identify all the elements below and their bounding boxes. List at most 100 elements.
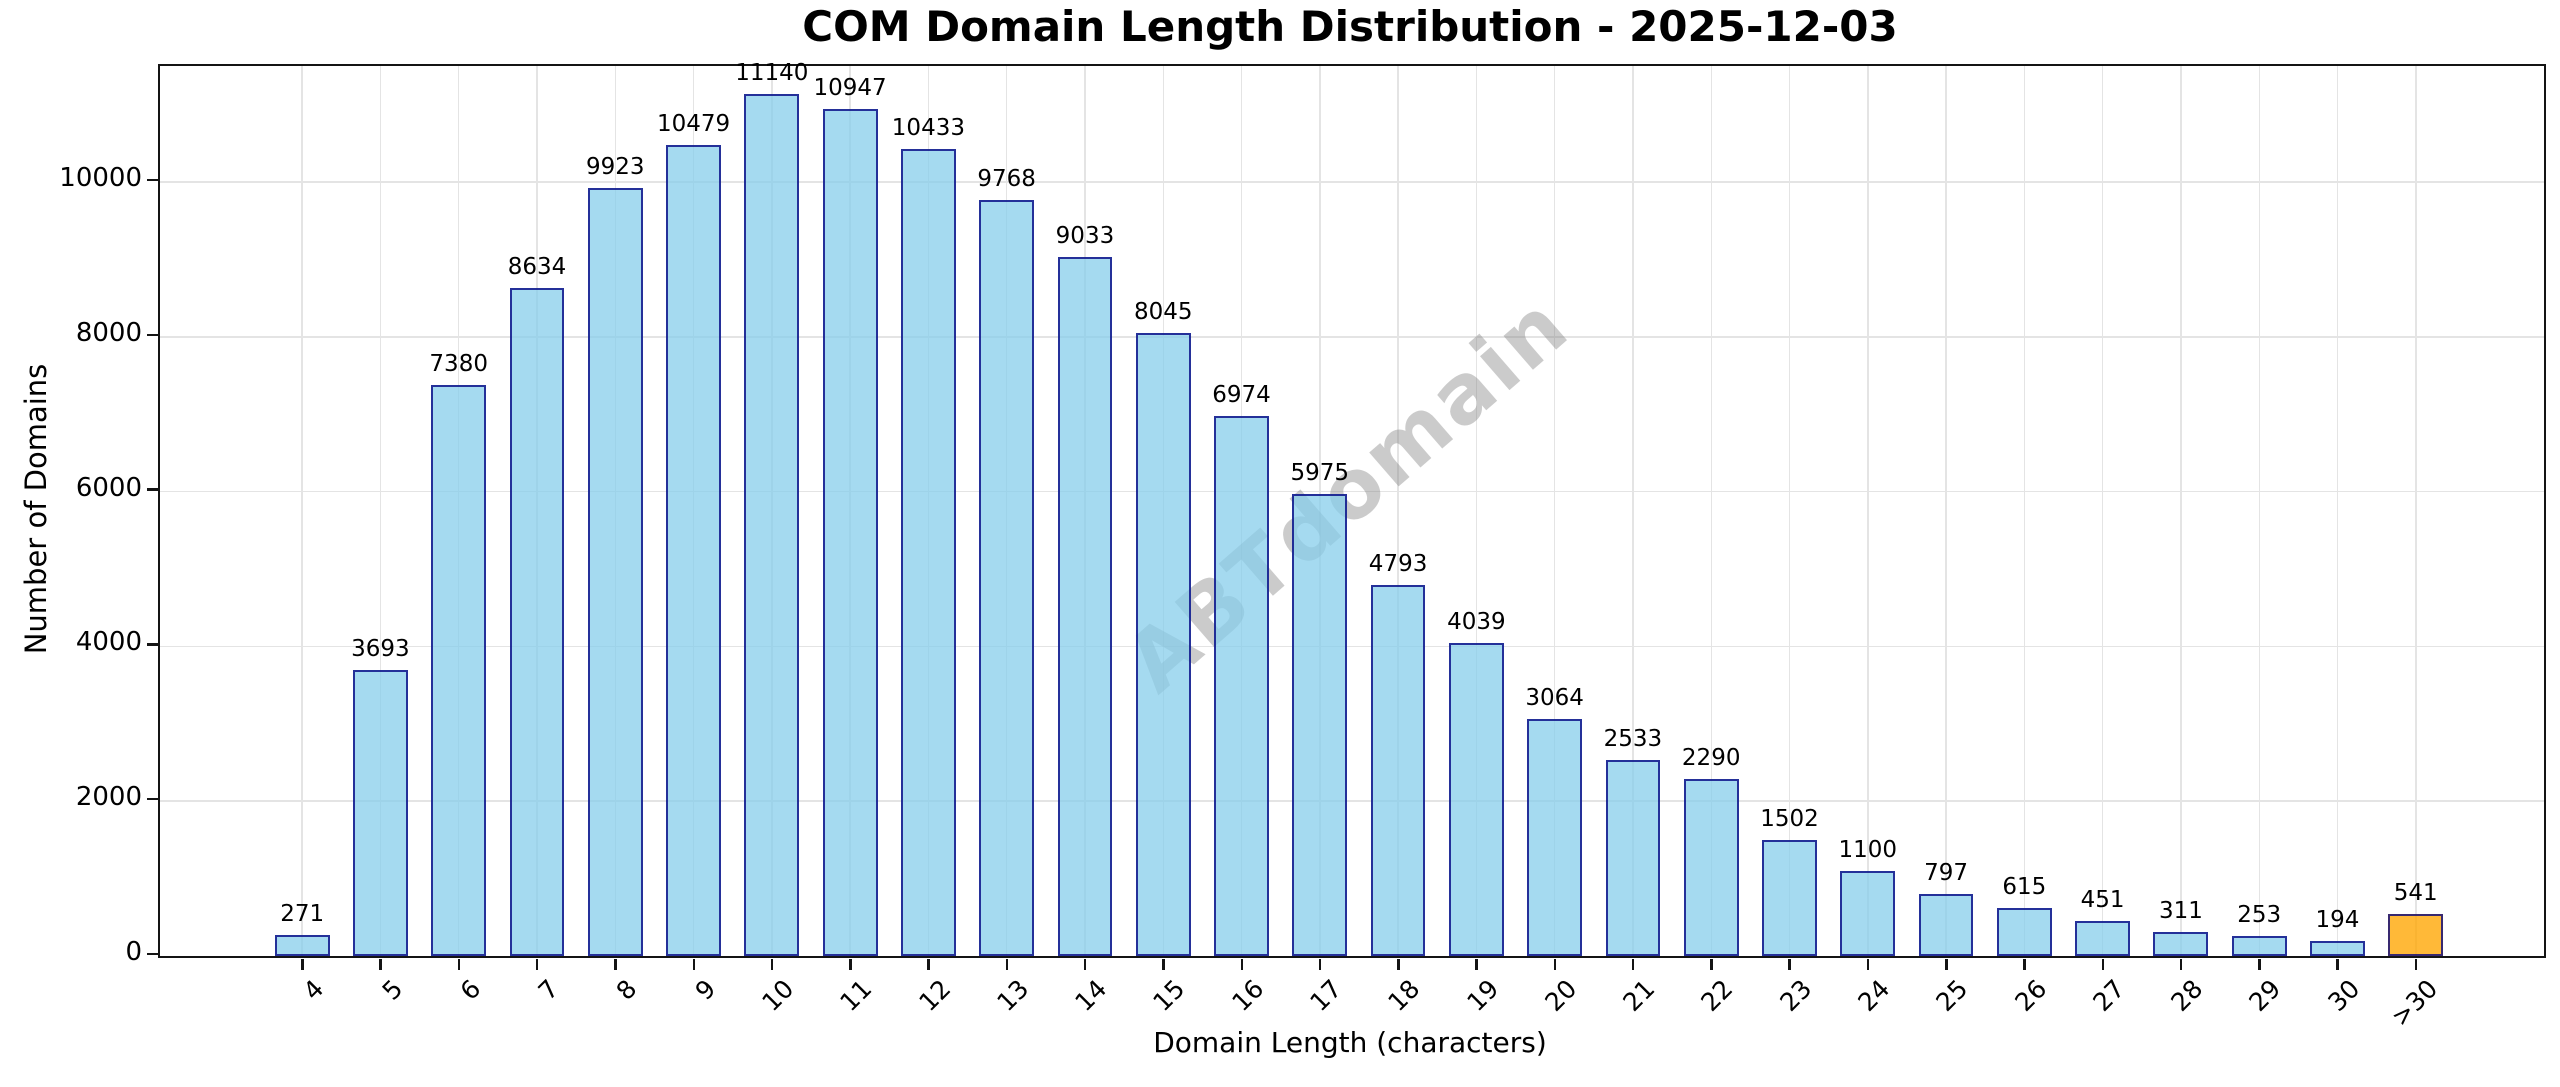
bar-slot: 10433 12 — [889, 66, 967, 1017]
x-tick-label: 7 — [532, 974, 565, 1006]
x-tick-label: 12 — [912, 974, 956, 1018]
bar-value-label: 4039 — [1447, 609, 1506, 636]
x-tick — [770, 958, 774, 970]
bar — [2310, 941, 2365, 956]
x-gridline — [1945, 66, 1947, 956]
x-tick — [1788, 958, 1791, 970]
chart-title: COM Domain Length Distribution - 2025-12… — [802, 2, 1898, 51]
bar-slot: 1100 24 — [1829, 66, 1907, 1017]
bar-value-label: 8045 — [1133, 299, 1193, 326]
bar-value-label: 253 — [2237, 902, 2282, 929]
x-tick — [2258, 958, 2261, 970]
bar-value-label: 1502 — [1760, 805, 1819, 832]
y-tick — [147, 333, 158, 337]
y-tick-label: 4000 — [75, 627, 142, 658]
bar-slot: 8045 15 — [1124, 66, 1202, 1017]
x-tick — [1318, 958, 1322, 970]
bar — [1292, 493, 1348, 956]
y-tick-label: 0 — [125, 937, 142, 967]
x-tick — [1553, 958, 1557, 970]
bar-slot: 2533 21 — [1594, 66, 1672, 1017]
y-tick — [147, 488, 158, 491]
bar-value-label: 11140 — [735, 59, 809, 86]
bar — [1996, 908, 2052, 956]
bar-value-label: 1100 — [1838, 836, 1898, 863]
x-tick — [2414, 958, 2418, 970]
x-gridline — [1710, 66, 1713, 956]
bar-value-label: 9768 — [977, 166, 1036, 193]
bar-value-label: 2290 — [1681, 744, 1741, 771]
x-gridline — [1553, 66, 1556, 956]
x-tick — [457, 958, 461, 970]
bar-slot: 11140 10 — [733, 60, 811, 1017]
bar-value-label: 4793 — [1368, 551, 1428, 578]
bar-slot: 311 28 — [2142, 66, 2220, 1017]
y-gridline — [160, 336, 2544, 338]
bar-slot: 451 27 — [2063, 66, 2141, 1017]
bar-slot: 3693 5 — [341, 66, 419, 1006]
bar — [1135, 333, 1191, 956]
bars-layer: 271 4 3693 5 7380 6 8634 7 9923 8 10479 9 11140 10 109… — [160, 60, 2544, 1032]
bar — [2153, 931, 2209, 956]
x-tick — [2101, 958, 2105, 970]
x-tick-label: 15 — [1147, 974, 1191, 1018]
x-tick-label: 13 — [991, 974, 1035, 1018]
x-tick — [535, 958, 539, 970]
x-gridline — [1397, 66, 1399, 956]
bar-value-label: 615 — [2002, 874, 2047, 901]
bar — [587, 188, 643, 956]
x-gridline — [2023, 66, 2026, 956]
bar — [2231, 936, 2287, 956]
bar-gt30 — [2388, 914, 2444, 956]
bar — [1214, 416, 1269, 956]
bar — [1683, 778, 1739, 956]
bar — [1840, 870, 1896, 956]
bar-slot: 7380 6 — [420, 66, 498, 1006]
x-tick — [1240, 958, 1244, 970]
bar-value-label: 311 — [2158, 897, 2203, 924]
bar — [2075, 921, 2130, 956]
x-gridline — [2336, 66, 2339, 956]
bar — [822, 108, 878, 956]
bar — [1370, 585, 1426, 956]
bar — [666, 145, 721, 956]
bar-value-label: 10433 — [891, 114, 965, 141]
bar — [1605, 759, 1661, 956]
x-gridline — [379, 66, 382, 956]
bar-slot: 1502 23 — [1750, 66, 1828, 1017]
bar-slot: 10947 11 — [811, 66, 889, 1017]
bar-value-label: 10479 — [656, 111, 731, 138]
bar-value-label: 5975 — [1290, 459, 1350, 486]
x-tick-label: 10 — [756, 974, 800, 1018]
x-tick — [1866, 958, 1870, 970]
bar-slot: 194 30 — [2298, 66, 2376, 1017]
y-gridline — [160, 181, 2544, 183]
x-tick-label: 25 — [1930, 974, 1974, 1018]
x-tick-label: 23 — [1773, 974, 1817, 1018]
x-tick-label: 27 — [2087, 974, 2131, 1018]
bar — [1918, 894, 1974, 956]
bar-value-label: 797 — [1924, 860, 1968, 887]
x-tick — [2023, 958, 2026, 970]
y-tick-label: 2000 — [75, 782, 142, 813]
x-gridline — [1867, 66, 1869, 956]
y-tick — [147, 178, 158, 182]
x-tick — [614, 958, 617, 970]
x-tick — [1397, 958, 1400, 970]
bar-slot: 10479 9 — [654, 66, 732, 1006]
bar-value-label: 6974 — [1212, 382, 1271, 409]
x-tick-label: 16 — [1226, 974, 1270, 1018]
x-gridline — [1475, 66, 1478, 956]
bar-slot: 8634 7 — [498, 66, 576, 1006]
x-tick — [1083, 958, 1087, 970]
bar-slot: 9033 14 — [1046, 66, 1124, 1017]
x-gridline — [1632, 66, 1634, 956]
y-tick-label: 6000 — [75, 472, 142, 503]
x-gridline — [2180, 66, 2182, 956]
bar — [1762, 839, 1817, 956]
bar-value-label: 451 — [2080, 887, 2125, 914]
x-tick — [1475, 958, 1478, 970]
bar-value-label: 7380 — [429, 350, 488, 377]
bar — [1527, 718, 1583, 956]
